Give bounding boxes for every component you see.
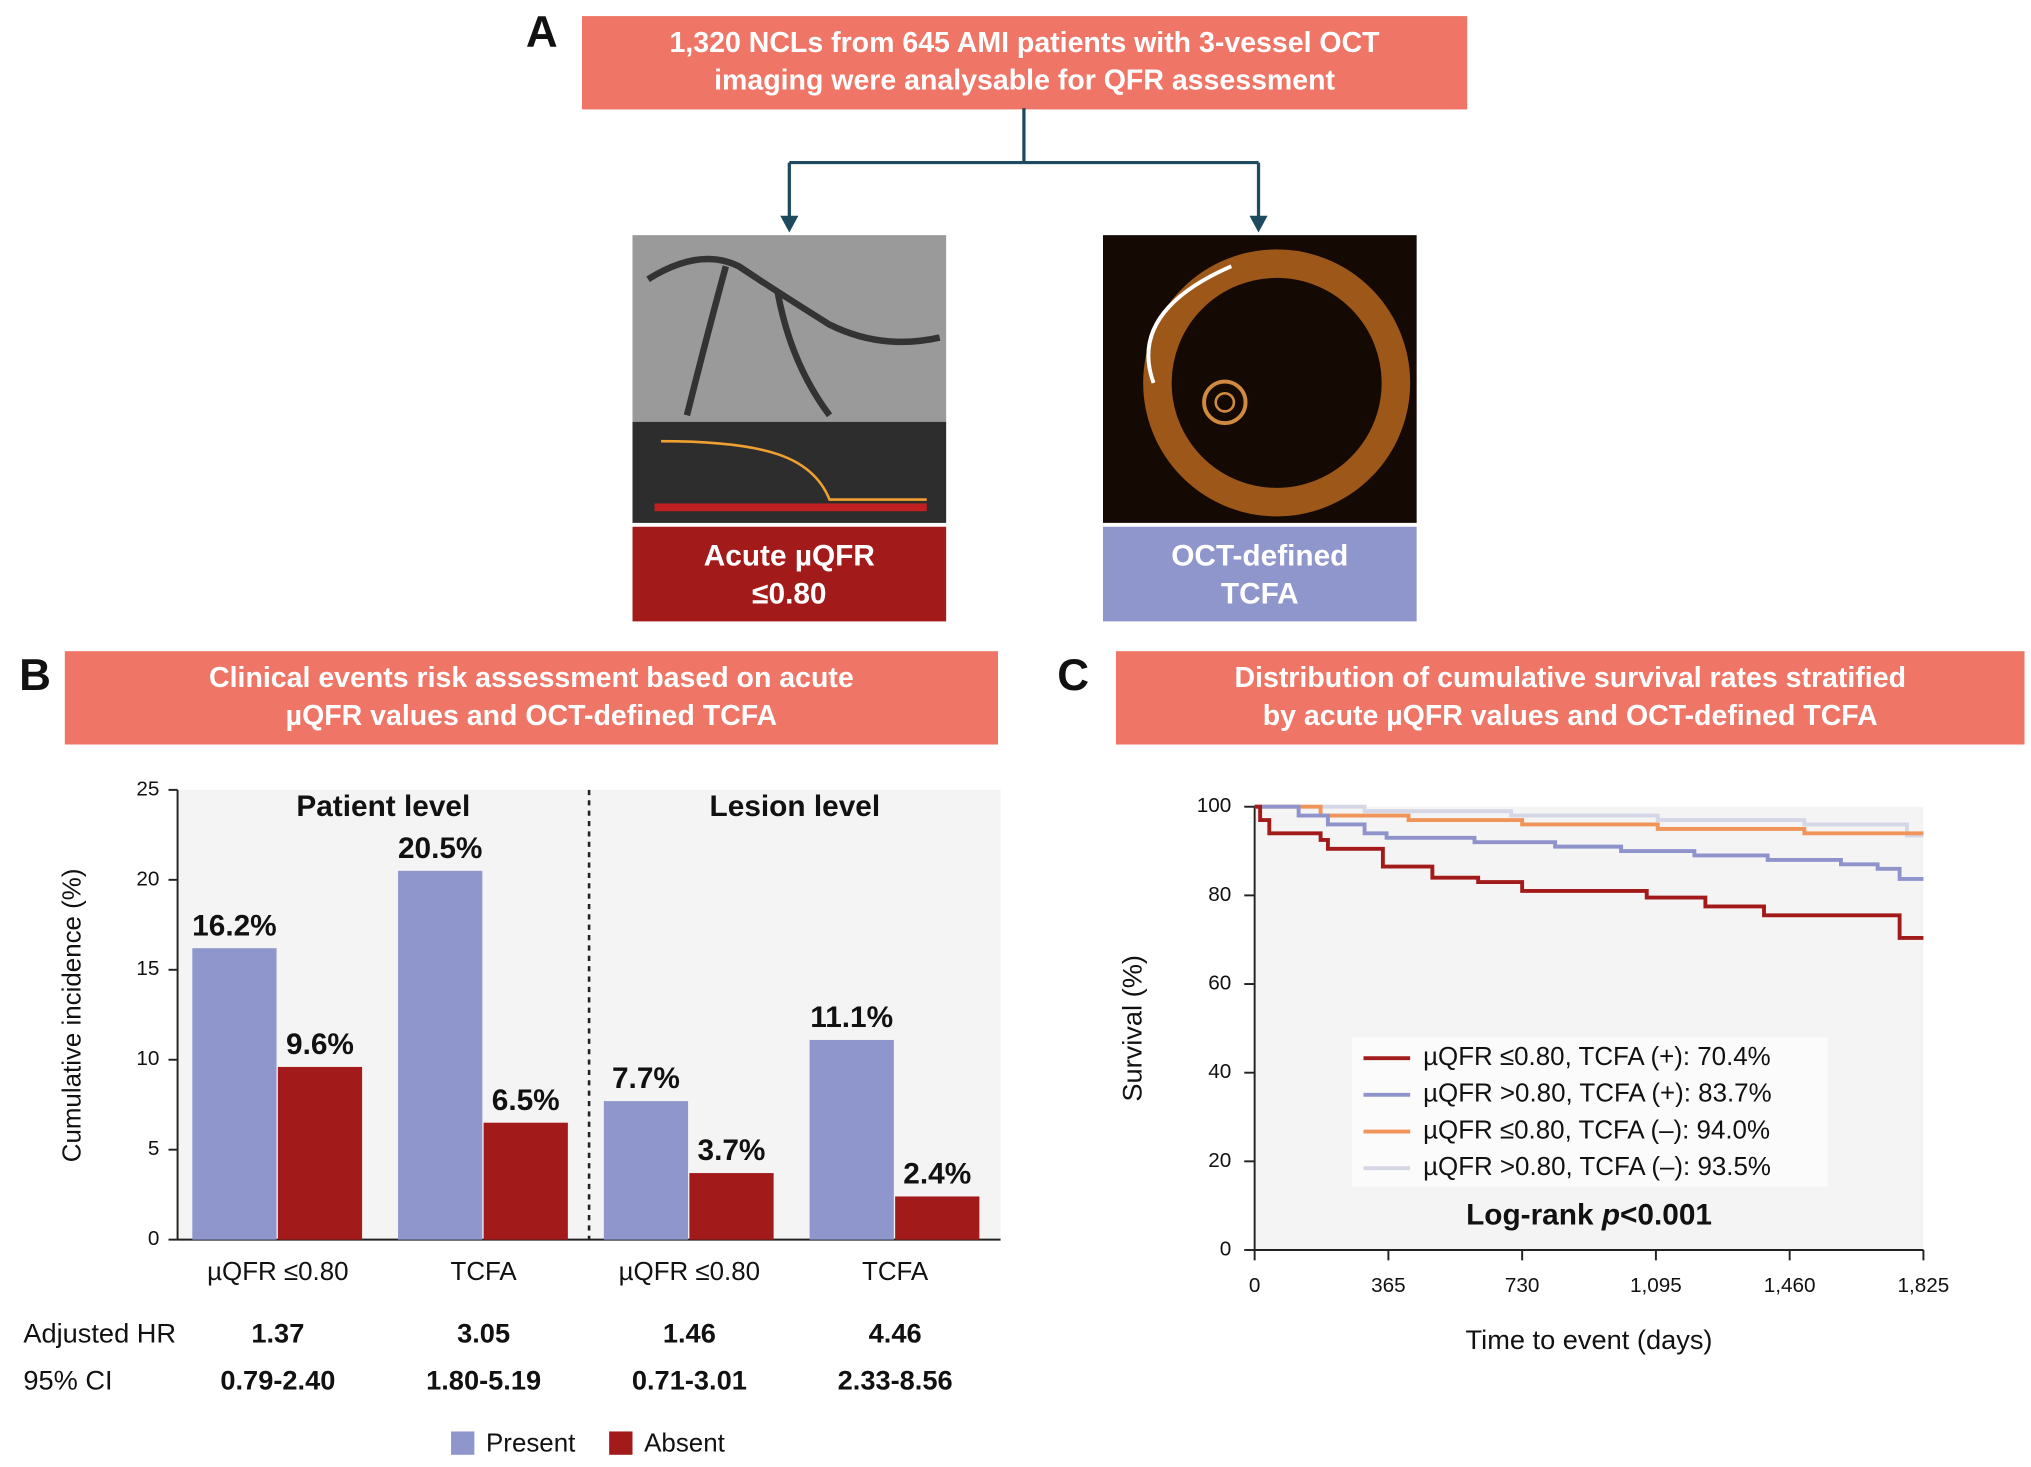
x-tick-label: µQFR ≤0.80 [207,1258,348,1286]
table-row-label: 95% CI [23,1364,112,1395]
legend-box [1351,1037,1828,1187]
bar-value-label: 7.7% [612,1062,680,1095]
oct-catheter [1202,379,1248,426]
panel-label: C [1057,651,1089,700]
y-tick-label: 0 [1220,1237,1232,1260]
table-cell: 2.33-8.56 [838,1364,953,1395]
x-tick-label: 365 [1371,1274,1406,1297]
y-tick-label: 15 [136,957,159,980]
bar [483,1122,568,1240]
y-tick-label: 10 [136,1047,159,1070]
result-text: ≤0.80 [752,577,826,610]
table-row-label: Adjusted HR [23,1318,176,1349]
result-text: Acute µQFR [704,540,875,573]
bar [689,1173,774,1240]
group-label: Patient level [296,790,470,823]
qfr-bar [654,503,927,512]
header-text: imaging were analysable for QFR assessme… [714,65,1335,97]
x-tick-label: 1,825 [1897,1274,1949,1297]
legend-label: µQFR >0.80, TCFA (–): 93.5% [1423,1153,1771,1181]
x-tick-label: 730 [1505,1274,1540,1297]
x-tick-label: µQFR ≤0.80 [619,1258,760,1286]
survival-curve [1254,804,1924,940]
legend-label: Absent [644,1429,725,1457]
table-cell: 0.79-2.40 [220,1364,335,1395]
x-tick-label: 1,095 [1630,1274,1682,1297]
y-tick-label: 0 [148,1227,160,1250]
annotation-part: <0.001 [1620,1198,1712,1231]
connector [787,108,1261,219]
header-text: 1,320 NCLs from 645 AMI patients with 3-… [670,27,1381,59]
y-tick-label: 60 [1208,972,1231,995]
x-axis-title: Time to event (days) [1466,1324,1713,1355]
bar-value-label: 20.5% [398,832,482,865]
bar-value-label: 9.6% [286,1028,354,1061]
legend-label: µQFR ≤0.80, TCFA (+): 70.4% [1423,1043,1771,1071]
header-text: by acute µQFR values and OCT-defined TCF… [1263,700,1878,732]
bar [398,870,483,1240]
table-cell: 1.46 [663,1318,716,1349]
oct-catheter-inner [1214,391,1236,413]
table-cell: 3.05 [457,1318,510,1349]
annotation-part: Log-rank [1466,1198,1602,1231]
oct-arrow [1146,264,1233,384]
survival-curve [1254,804,1924,838]
y-tick-label: 5 [148,1137,160,1160]
y-axis-title: Cumulative incidence (%) [59,869,87,1163]
table-cell: 1.37 [251,1318,304,1349]
result-box [632,526,947,622]
result-text: OCT-defined [1171,540,1348,573]
legend-label: µQFR >0.80, TCFA (+): 83.7% [1423,1080,1772,1108]
table-cell: 0.71-3.01 [632,1364,747,1395]
bar [603,1101,689,1240]
annotation: Log-rank p<0.001 [1466,1198,1712,1231]
x-tick-label: TCFA [862,1258,929,1286]
y-tick-label: 25 [136,777,159,800]
bar [895,1196,980,1240]
y-tick-label: 40 [1208,1060,1231,1083]
x-tick-label: 0 [1249,1274,1261,1297]
header-box [64,651,999,745]
header-text: Clinical events risk assessment based on… [209,662,854,694]
result-text: TCFA [1221,577,1299,610]
header-box [581,16,1468,110]
bar [277,1066,363,1240]
y-tick-label: 80 [1208,883,1231,906]
table-cell: 1.80-5.19 [426,1364,541,1395]
legend-swatch [451,1431,475,1455]
legend-label: Present [486,1429,576,1457]
vessel [646,255,941,418]
table-cell: 4.46 [869,1318,922,1349]
legend-swatch [609,1431,633,1455]
annotation-part: p [1601,1198,1620,1231]
header-box [1115,651,2025,745]
bar-value-label: 3.7% [698,1134,766,1167]
x-tick-label: 1,460 [1764,1274,1816,1297]
header-text: µQFR values and OCT-defined TCFA [286,700,777,732]
legend-label: µQFR ≤0.80, TCFA (–): 94.0% [1423,1116,1770,1144]
bar-value-label: 16.2% [192,909,277,942]
header-text: Distribution of cumulative survival rate… [1234,662,1906,694]
result-box [1102,526,1417,622]
x-tick-label: TCFA [451,1258,518,1286]
y-axis-title: Survival (%) [1116,955,1147,1102]
bar-value-label: 11.1% [810,1001,893,1034]
bar [192,948,277,1240]
qfr-curve [661,439,927,501]
y-tick-label: 20 [136,867,159,890]
group-label: Lesion level [710,790,881,823]
bar [809,1039,894,1240]
survival-curve [1254,804,1924,881]
y-tick-label: 20 [1208,1149,1231,1172]
bar-value-label: 6.5% [492,1084,560,1117]
panel-label: A [526,8,558,57]
y-tick-label: 100 [1197,794,1232,817]
panel-label: B [19,651,51,700]
bar-value-label: 2.4% [903,1158,971,1191]
oct-ring [1143,249,1411,517]
